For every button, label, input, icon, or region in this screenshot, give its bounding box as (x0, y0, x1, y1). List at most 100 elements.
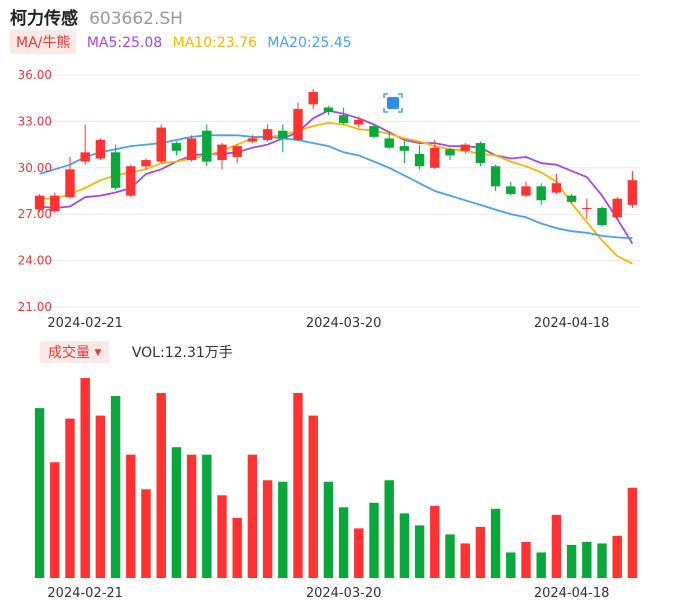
volume-bar (217, 495, 227, 578)
candle-up (141, 160, 151, 167)
volume-bar (566, 544, 577, 578)
candle-up (80, 152, 90, 162)
volume-x-tick-label: 2024-03-20 (306, 586, 382, 601)
moving-average-lines (39, 109, 634, 265)
candle-up (262, 129, 273, 140)
candle-down (278, 130, 288, 139)
candle-up (186, 138, 197, 161)
candle-down (445, 149, 455, 156)
candle-up (34, 195, 45, 210)
volume-bars (34, 378, 638, 578)
ma-type-selector[interactable]: MA/牛熊 (10, 30, 77, 54)
volume-x-tick-label: 2024-04-18 (534, 586, 610, 601)
candle-down (338, 115, 349, 123)
stock-header: 柯力传感 603662.SH (10, 4, 183, 29)
dropdown-caret-icon: ▼ (94, 348, 102, 358)
event-marker-icon (387, 97, 399, 109)
candle-down (369, 126, 379, 137)
volume-legend-bar: 成交量 ▼ VOL:12.31万手 (40, 341, 233, 363)
candle-up (521, 186, 531, 196)
volume-bar (171, 447, 182, 578)
y-tick-label: 27.00 (18, 207, 52, 221)
candle-down (171, 143, 182, 151)
candle-down (490, 166, 501, 187)
volume-bar (202, 454, 212, 578)
volume-bar (50, 462, 60, 578)
candlestick-series (34, 88, 638, 227)
volume-bar (308, 415, 318, 578)
event-marker[interactable] (383, 93, 403, 113)
volume-bar (323, 481, 334, 578)
volume-bar (247, 454, 258, 578)
event-marker-frame-icon (383, 93, 403, 113)
stock-code: 603662.SH (89, 9, 183, 29)
candle-up (430, 147, 440, 168)
volume-bar (141, 489, 151, 578)
volume-bar (414, 525, 425, 578)
ma10-line (39, 122, 633, 265)
candle-down (202, 130, 212, 162)
x-tick-label: 2024-04-18 (534, 316, 610, 331)
y-tick-label: 24.00 (18, 254, 52, 268)
candle-down (323, 107, 334, 113)
volume-bar (110, 396, 121, 578)
volume-bar (475, 526, 486, 578)
candle-up (551, 183, 562, 193)
volume-bar (490, 508, 501, 578)
volume-bar (369, 502, 379, 578)
volume-bar (582, 541, 592, 578)
volume-bar (65, 418, 75, 578)
candle-down (566, 195, 577, 202)
candle-down (506, 186, 516, 195)
volume-bar (278, 481, 288, 578)
volume-bar (460, 543, 470, 578)
volume-bar (399, 513, 410, 578)
volume-bar (506, 552, 516, 578)
y-tick-label: 30.00 (18, 161, 52, 175)
ma10-value: MA10:23.76 (172, 35, 257, 51)
volume-indicator-selector[interactable]: 成交量 ▼ (40, 341, 110, 363)
ma5-line (39, 109, 634, 245)
volume-bar (354, 528, 364, 578)
ma20-line (39, 134, 633, 240)
candle-up (582, 208, 592, 210)
candle-down (475, 143, 486, 164)
stock-name: 柯力传感 (10, 9, 78, 29)
volume-bar (126, 454, 136, 578)
volume-value: VOL:12.31万手 (131, 345, 233, 361)
volume-bar (612, 535, 622, 578)
candle-down (384, 138, 394, 148)
ma20-value: MA20:25.45 (267, 35, 352, 51)
y-tick-label: 36.00 (18, 68, 52, 82)
x-tick-label: 2024-02-21 (47, 316, 123, 331)
volume-bar (156, 393, 166, 578)
volume-bar (597, 543, 607, 578)
y-tick-label: 33.00 (18, 114, 52, 128)
candle-down (110, 152, 121, 188)
axis-labels: 36.00 33.00 30.00 27.00 24.00 21.00 2024-02-21… (18, 68, 610, 601)
volume-bar (521, 541, 531, 578)
candle-up (354, 119, 364, 125)
candle-up (217, 144, 227, 161)
volume-bar (293, 393, 303, 578)
volume-bar (95, 415, 106, 578)
volume-bar (536, 552, 546, 578)
candle-down (414, 153, 425, 167)
candle-up (293, 109, 303, 140)
volume-bar (186, 454, 197, 578)
volume-bar (262, 480, 273, 578)
volume-bar (80, 378, 90, 578)
volume-bar (551, 514, 562, 578)
volume-bar (34, 408, 45, 578)
volume-x-tick-label: 2024-02-21 (47, 586, 123, 601)
candle-up (627, 180, 638, 205)
volume-bar (384, 480, 394, 578)
y-tick-label: 21.00 (18, 300, 52, 314)
ma5-value: MA5:25.08 (86, 35, 163, 51)
candle-up (65, 169, 75, 198)
candle-up (126, 166, 136, 196)
volume-bar (445, 534, 455, 578)
candle-down (597, 208, 607, 226)
candle-up (460, 144, 470, 151)
